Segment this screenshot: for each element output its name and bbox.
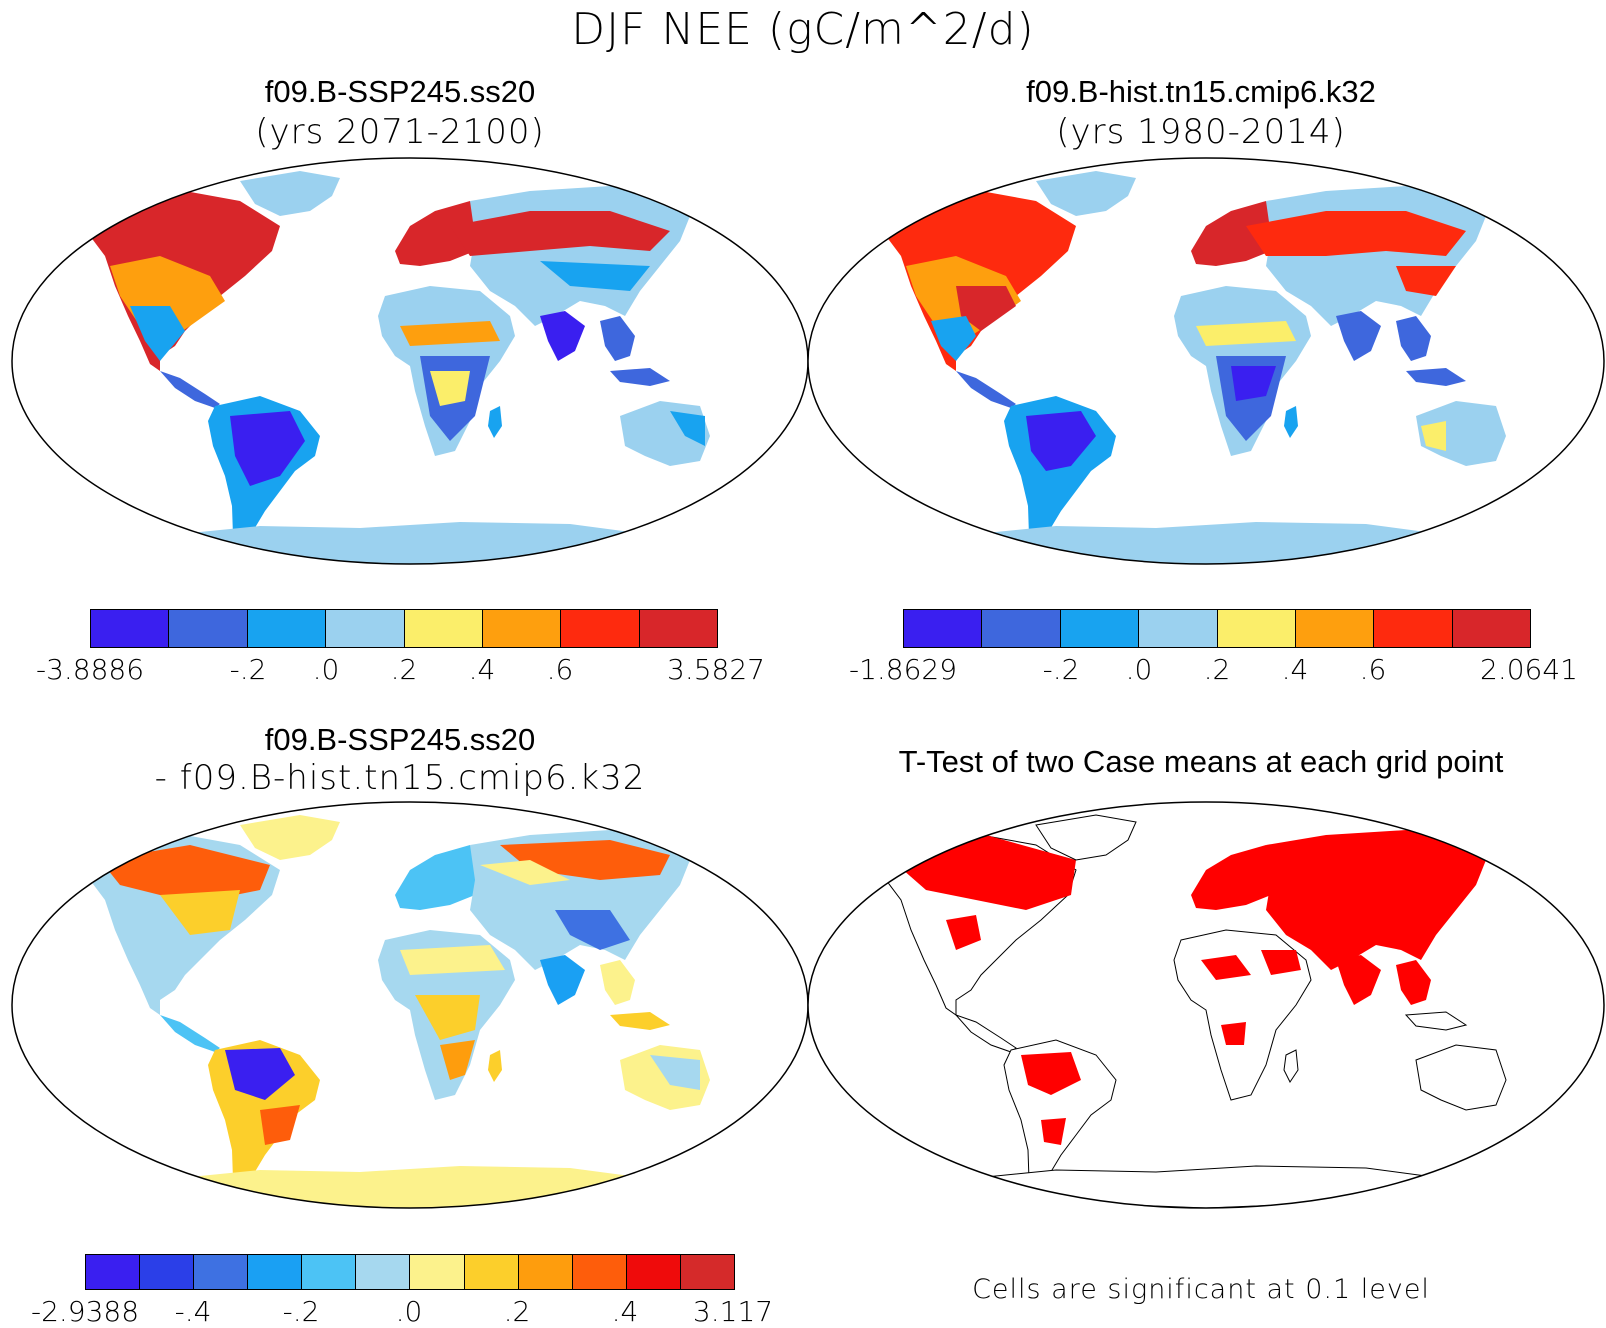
panel-2-tick: .6 xyxy=(1359,653,1387,686)
panel-1-tick: -.2 xyxy=(229,653,267,686)
colorbar-swatch xyxy=(482,610,562,647)
panel-1-tick: 3.5827 xyxy=(667,653,765,686)
panel-2-tick: .4 xyxy=(1281,653,1309,686)
panel-3-map xyxy=(11,801,809,1209)
colorbar-swatch xyxy=(410,1255,465,1289)
colorbar-swatch xyxy=(561,610,640,647)
colorbar-swatch xyxy=(626,1255,681,1289)
colorbar-swatch xyxy=(302,1255,357,1289)
colorbar-swatch xyxy=(1217,610,1296,647)
colorbar-swatch xyxy=(904,610,983,647)
panel-2-map xyxy=(807,157,1605,565)
colorbar-swatch xyxy=(169,610,248,647)
panel-3-tick: 3.117 xyxy=(692,1295,774,1328)
colorbar-swatch xyxy=(356,1255,411,1289)
colorbar-swatch xyxy=(464,1255,519,1289)
panel-1-tick: .6 xyxy=(546,653,574,686)
panel-4-note: Cells are significant at 0.1 level xyxy=(972,1274,1430,1305)
panel-4-title: T-Test of two Case means at each grid po… xyxy=(898,744,1504,779)
panel-1-title: f09.B-SSP245.ss20 xyxy=(264,74,536,109)
panel-1-colorbar xyxy=(90,609,718,648)
panel-2-title: f09.B-hist.tn15.cmip6.k32 xyxy=(1026,74,1376,109)
colorbar-swatch xyxy=(680,1255,734,1289)
panel-4-map xyxy=(807,801,1605,1209)
panel-3-title: f09.B-SSP245.ss20 xyxy=(264,722,536,757)
colorbar-swatch xyxy=(91,610,170,647)
colorbar-swatch xyxy=(140,1255,195,1289)
colorbar-swatch xyxy=(247,610,327,647)
colorbar-swatch xyxy=(1374,610,1453,647)
panel-1-tick: -3.8886 xyxy=(35,653,145,686)
colorbar-swatch xyxy=(572,1255,627,1289)
panel-3-tick: -.2 xyxy=(282,1295,320,1328)
panel-3-tick: -2.9388 xyxy=(30,1295,140,1328)
panel-2-colorbar xyxy=(903,609,1531,648)
panel-1-tick: .2 xyxy=(390,653,418,686)
panel-3-tick: .4 xyxy=(611,1295,639,1328)
panel-1-map xyxy=(11,157,809,565)
panel-2-tick: 2.0641 xyxy=(1480,653,1578,686)
colorbar-swatch xyxy=(1139,610,1218,647)
panel-1-tick: .4 xyxy=(468,653,496,686)
panel-2-subtitle: (yrs 1980-2014) xyxy=(1056,112,1346,152)
colorbar-swatch xyxy=(518,1255,573,1289)
colorbar-swatch xyxy=(1295,610,1375,647)
panel-3-tick: .2 xyxy=(503,1295,531,1328)
panel-3-colorbar xyxy=(85,1254,735,1290)
panel-2-tick: .2 xyxy=(1203,653,1231,686)
colorbar-swatch xyxy=(1452,610,1530,647)
colorbar-swatch xyxy=(1060,610,1140,647)
colorbar-swatch xyxy=(248,1255,303,1289)
panel-2-tick: -1.8629 xyxy=(848,653,958,686)
panel-1-subtitle: (yrs 2071-2100) xyxy=(255,112,545,152)
colorbar-swatch xyxy=(639,610,717,647)
panel-3-tick: -.4 xyxy=(174,1295,212,1328)
panel-3-tick: .0 xyxy=(395,1295,423,1328)
panel-2-tick: .0 xyxy=(1125,653,1153,686)
figure-title: DJF NEE (gC/m^2/d) xyxy=(571,4,1035,55)
colorbar-swatch xyxy=(86,1255,141,1289)
colorbar-swatch xyxy=(326,610,405,647)
colorbar-swatch xyxy=(404,610,483,647)
colorbar-swatch xyxy=(194,1255,249,1289)
panel-1-tick: .0 xyxy=(312,653,340,686)
panel-3-subtitle: - f09.B-hist.tn15.cmip6.k32 xyxy=(154,758,646,798)
colorbar-swatch xyxy=(982,610,1061,647)
panel-2-tick: -.2 xyxy=(1042,653,1080,686)
